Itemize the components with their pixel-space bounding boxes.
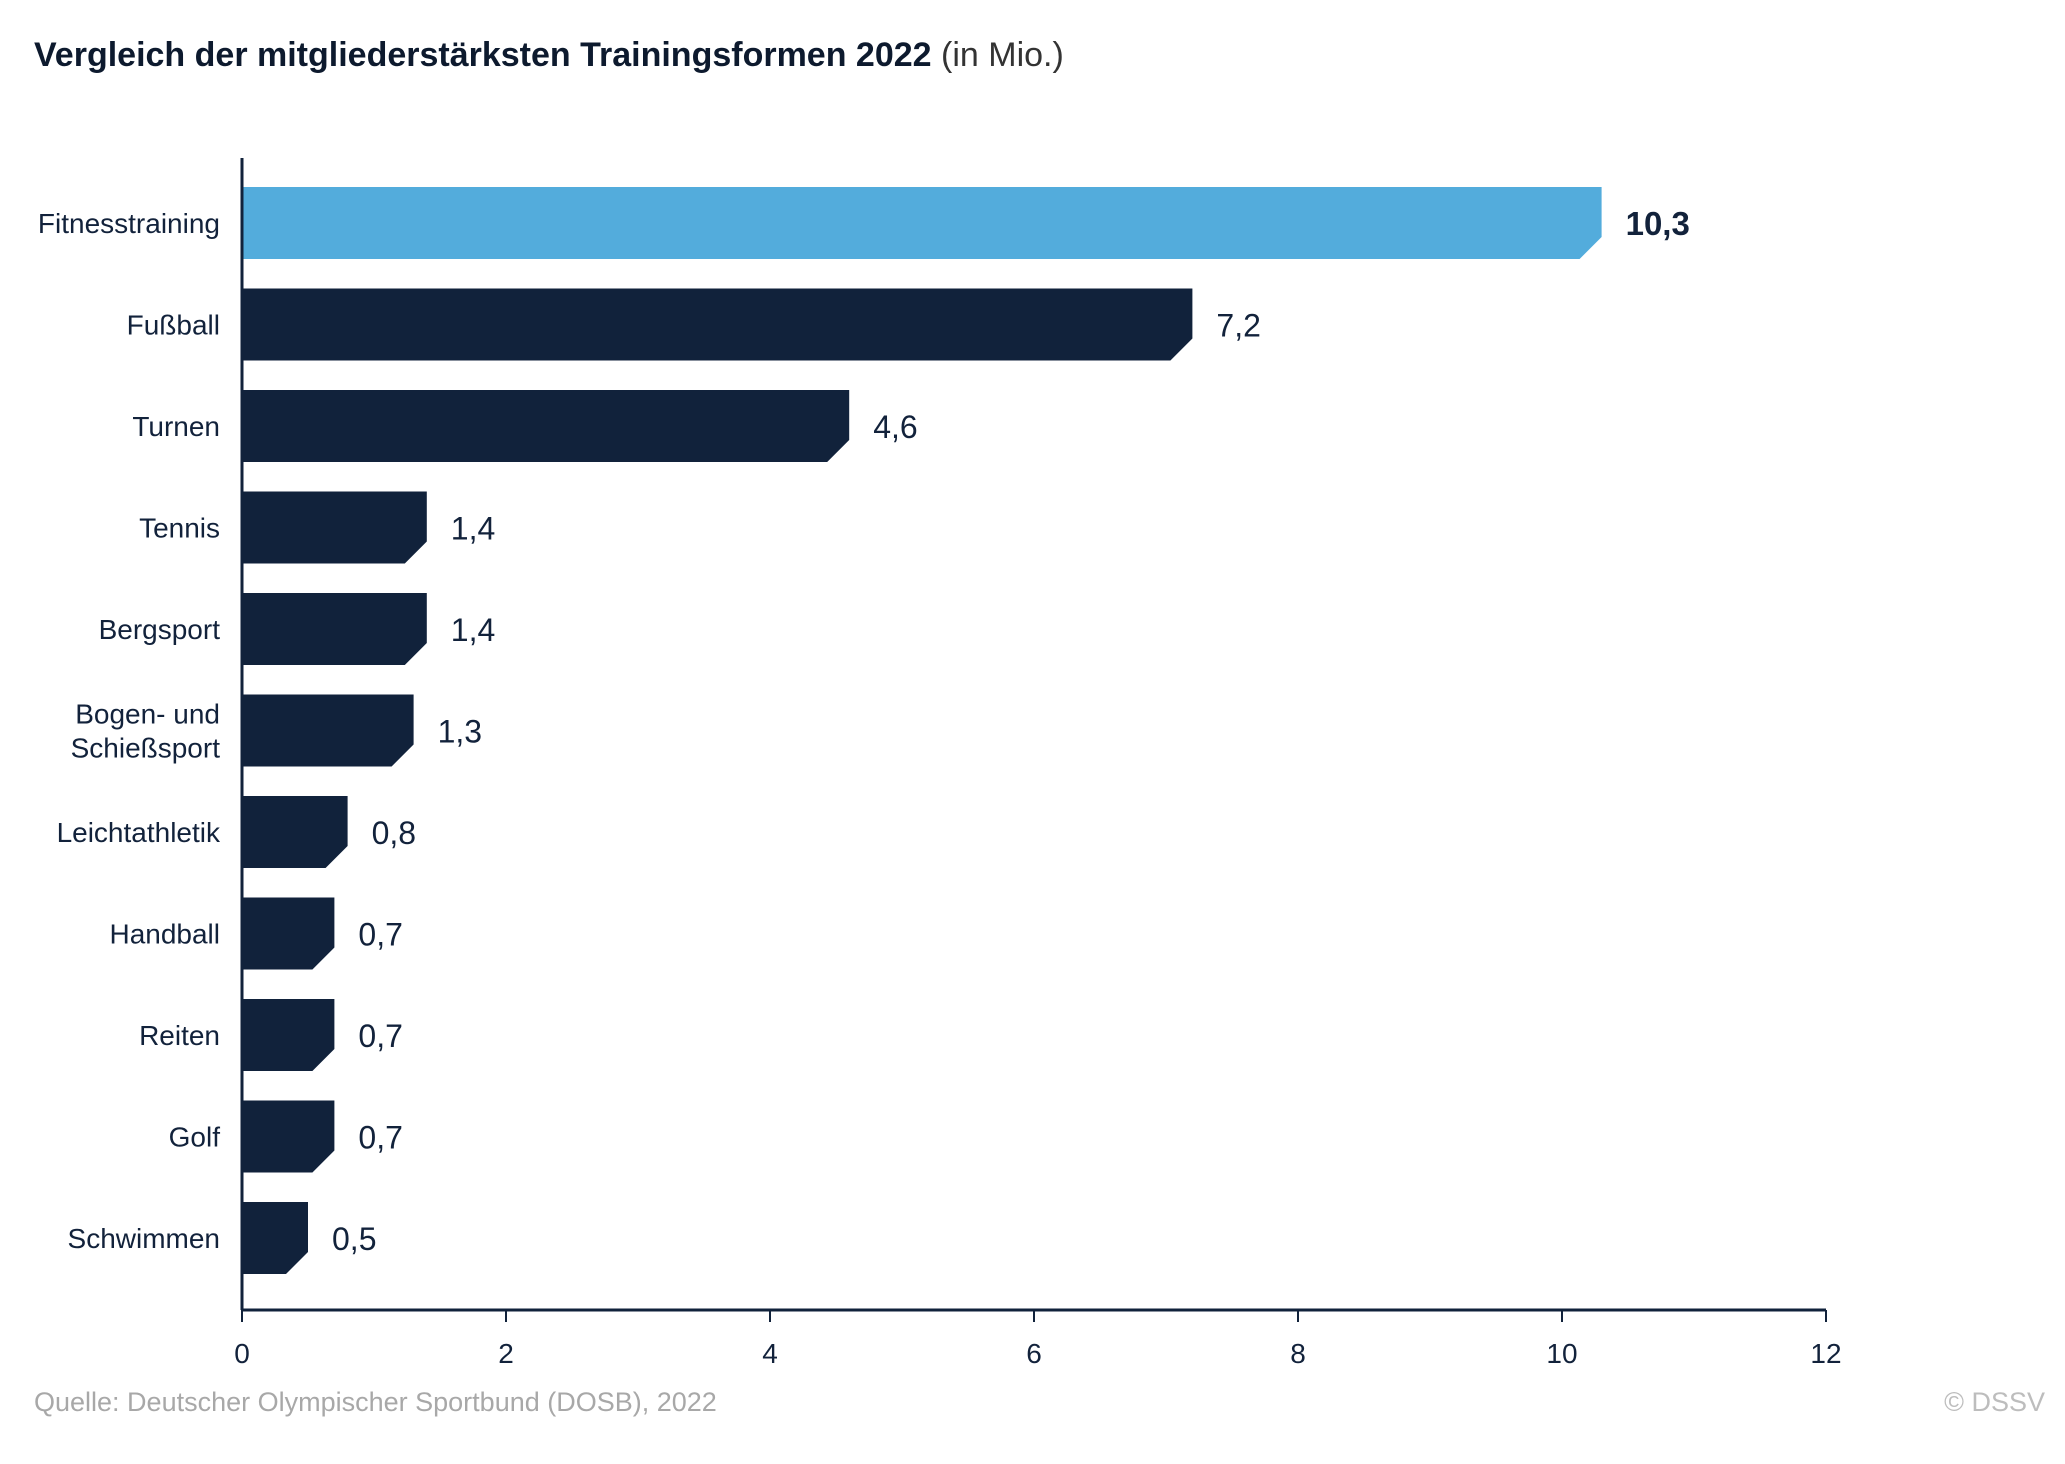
x-tick-label: 4 — [762, 1338, 778, 1369]
category-label: Handball — [109, 919, 220, 950]
data-label: 0,8 — [372, 815, 416, 851]
category-label: Fußball — [127, 310, 220, 341]
category-label: Bogen- und — [75, 699, 220, 730]
bar — [242, 288, 1193, 361]
category-label: Golf — [169, 1122, 221, 1153]
bar — [242, 390, 850, 462]
bar — [242, 187, 1602, 259]
chart-title-main: Vergleich der mitgliederstärksten Traini… — [34, 36, 932, 74]
x-tick-label: 10 — [1546, 1338, 1577, 1369]
category-label: Fitnesstraining — [38, 208, 220, 239]
category-label: Turnen — [132, 411, 220, 442]
x-tick-label: 8 — [1290, 1338, 1306, 1369]
category-label: Reiten — [139, 1020, 220, 1051]
data-label: 0,7 — [358, 1018, 402, 1054]
category-label: Tennis — [139, 513, 220, 544]
x-tick-label: 2 — [498, 1338, 514, 1369]
chart-title-unit: (in Mio.) — [941, 36, 1064, 74]
bar — [242, 694, 414, 767]
category-label: Schießsport — [71, 733, 221, 764]
x-tick-label: 6 — [1026, 1338, 1042, 1369]
data-label: 0,7 — [358, 1120, 402, 1156]
bar — [242, 1202, 308, 1274]
data-label: 7,2 — [1216, 308, 1260, 344]
bar — [242, 999, 335, 1071]
data-label: 1,4 — [451, 612, 495, 648]
bar — [242, 491, 427, 564]
bar — [242, 796, 348, 868]
bar — [242, 897, 335, 970]
category-label: Bergsport — [99, 614, 221, 645]
data-label: 10,3 — [1626, 205, 1690, 242]
category-label: Leichtathletik — [57, 817, 221, 848]
bar — [242, 593, 427, 665]
data-label: 0,5 — [332, 1221, 376, 1257]
chart-title: Vergleich der mitgliederstärksten Traini… — [34, 36, 1064, 75]
x-tick-label: 0 — [234, 1338, 250, 1369]
data-label: 0,7 — [358, 917, 402, 953]
data-label: 1,3 — [438, 714, 482, 750]
source-note: Quelle: Deutscher Olympischer Sportbund … — [34, 1387, 717, 1417]
copyright-note: © DSSV — [1944, 1387, 2045, 1417]
category-label: Schwimmen — [68, 1223, 220, 1254]
x-tick-label: 12 — [1810, 1338, 1841, 1369]
bar — [242, 1100, 335, 1173]
data-label: 1,4 — [451, 511, 495, 547]
data-label: 4,6 — [873, 409, 917, 445]
